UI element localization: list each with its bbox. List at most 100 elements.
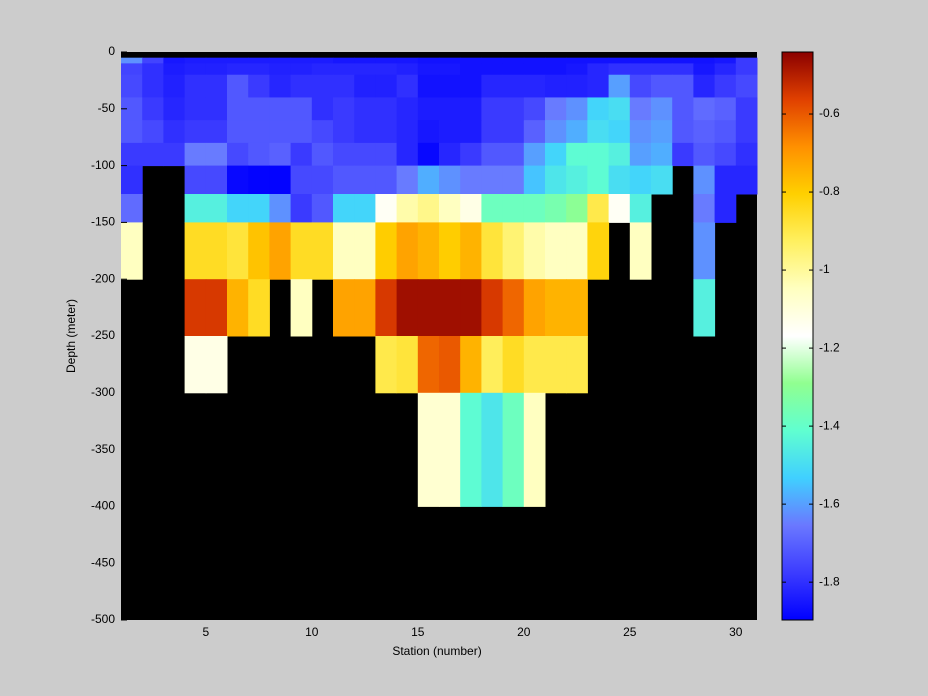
heatmap-cell (290, 142, 313, 167)
heatmap-cell (290, 74, 313, 98)
heatmap-cell (311, 194, 334, 223)
heatmap-cell (460, 194, 482, 223)
heatmap-cell (417, 57, 440, 64)
heatmap-cell (227, 142, 249, 167)
heatmap-cell (142, 74, 164, 98)
heatmap-cell (651, 57, 673, 64)
heatmap-cell (566, 97, 588, 121)
heatmap-cell (545, 120, 567, 144)
heatmap-cell (269, 222, 292, 280)
heatmap-cell (523, 63, 546, 76)
heatmap-cell (502, 392, 525, 507)
y-tick-label: -400 (91, 499, 115, 513)
heatmap-cell (566, 63, 588, 76)
heatmap-cell (608, 63, 631, 76)
heatmap-cell (460, 279, 482, 337)
heatmap-cell (523, 165, 546, 195)
heatmap-cell (545, 336, 567, 394)
heatmap-cell (396, 222, 419, 280)
heatmap-cell (481, 74, 504, 98)
heatmap-cell (290, 279, 313, 337)
heatmap-cell (523, 74, 546, 98)
y-tick-label: -200 (91, 271, 115, 285)
heatmap-cell (227, 279, 249, 337)
heatmap-cell (502, 165, 525, 195)
heatmap-cell (163, 142, 186, 167)
heatmap-cell (311, 142, 334, 167)
heatmap-cell (439, 63, 461, 76)
heatmap-cell (333, 97, 355, 121)
heatmap-cell (163, 74, 186, 98)
heatmap-cell (545, 142, 567, 167)
heatmap-cell (481, 194, 504, 223)
heatmap-cell (417, 97, 440, 121)
colorbar-tick-label: -0.6 (819, 106, 840, 120)
heatmap-cell (163, 63, 186, 76)
heatmap-cell (121, 74, 143, 98)
heatmap-cell (608, 194, 631, 223)
heatmap-cell (269, 194, 292, 223)
heatmap-cell (439, 165, 461, 195)
heatmap-cell (608, 142, 631, 167)
heatmap-cell (163, 120, 186, 144)
x-tick-label: 10 (305, 625, 319, 639)
colorbar-tick-label: -1.2 (819, 340, 840, 354)
heatmap-cell (587, 120, 610, 144)
heatmap-cell (629, 222, 652, 280)
heatmap-cell (205, 57, 228, 64)
heatmap-cell (121, 142, 143, 167)
y-tick-label: -250 (91, 328, 115, 342)
heatmap-cell (269, 74, 292, 98)
heatmap-cell (184, 120, 207, 144)
colorbar (781, 51, 814, 621)
heatmap-cell (290, 63, 313, 76)
heatmap-cell (163, 97, 186, 121)
y-tick-label: -50 (98, 101, 116, 115)
heatmap-cell (651, 63, 673, 76)
heatmap-cell (502, 279, 525, 337)
heatmap-cell (672, 57, 694, 64)
heatmap-cell (460, 120, 482, 144)
heatmap-cell (333, 57, 355, 64)
heatmap-cell (481, 222, 504, 280)
heatmap-cell (205, 74, 228, 98)
heatmap-cell (333, 194, 355, 223)
heatmap-cell (693, 74, 716, 98)
heatmap-cell (227, 97, 249, 121)
x-tick-label: 30 (729, 625, 743, 639)
x-tick-label: 20 (517, 625, 531, 639)
heatmap-cell (290, 120, 313, 144)
heatmap-cell (205, 165, 228, 195)
heatmap-cell (121, 120, 143, 144)
heatmap-cell (502, 142, 525, 167)
heatmap-cell (629, 120, 652, 144)
heatmap-cell (375, 74, 398, 98)
heatmap-cell (375, 222, 398, 280)
heatmap-cell (248, 165, 270, 195)
heatmap-cell (184, 279, 207, 337)
heatmap-cell (184, 194, 207, 223)
heatmap-cell (693, 63, 716, 76)
heatmap-cell (629, 165, 652, 195)
heatmap-cell (672, 74, 694, 98)
heatmap-cell (248, 120, 270, 144)
heatmap-cell (417, 392, 440, 507)
heatmap-cell (523, 120, 546, 144)
heatmap-cell (545, 63, 567, 76)
heatmap-cell (460, 57, 482, 64)
heatmap-cell (269, 97, 292, 121)
y-tick-label: -500 (91, 612, 115, 626)
heatmap-cell (311, 222, 334, 280)
heatmap-cell (481, 142, 504, 167)
heatmap-cell (354, 97, 376, 121)
heatmap-cell (142, 97, 164, 121)
heatmap-cell (205, 336, 228, 394)
heatmap-cell (481, 97, 504, 121)
heatmap-cell (714, 142, 737, 167)
heatmap-cell (417, 165, 440, 195)
heatmap-cell (439, 57, 461, 64)
heatmap-cell (227, 74, 249, 98)
heatmap-cell (735, 57, 758, 64)
heatmap-cell (311, 165, 334, 195)
heatmap-cell (396, 120, 419, 144)
